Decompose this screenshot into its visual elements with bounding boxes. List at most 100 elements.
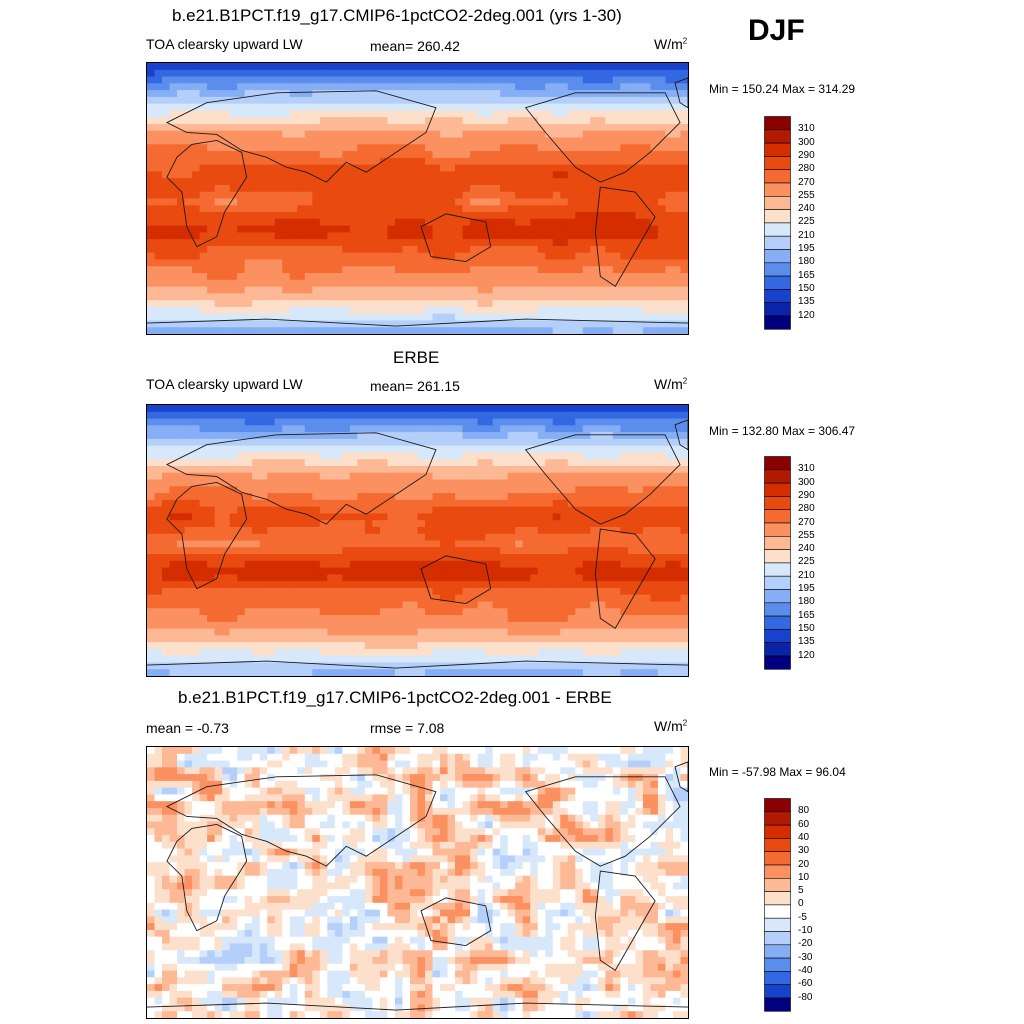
map-cell: [492, 554, 501, 562]
map-cell: [530, 130, 539, 139]
map-cell: [560, 178, 569, 186]
map-cell: [297, 69, 306, 78]
map-cell: [259, 418, 268, 426]
map-cell: [342, 198, 351, 206]
map-cell: [680, 554, 688, 562]
map-cell: [522, 479, 531, 487]
map-cell: [267, 212, 276, 220]
map-cell: [485, 327, 494, 334]
map-cell: [192, 445, 201, 454]
map-cell: [492, 306, 501, 315]
map-cell: [680, 63, 688, 71]
map-cell: [409, 96, 419, 105]
map-cell: [417, 96, 426, 105]
map-cell: [304, 259, 313, 267]
map-cell: [312, 205, 321, 213]
map-cell: [177, 472, 186, 481]
map-cell: [590, 533, 599, 542]
map-cell: [214, 191, 223, 200]
map-cell: [462, 103, 471, 112]
map-cell: [229, 567, 238, 575]
map-cell: [500, 411, 509, 420]
map-cell: [500, 191, 509, 200]
map-cell: [229, 198, 238, 206]
map-cell: [252, 432, 261, 440]
map-cell: [327, 239, 336, 247]
map-cell: [440, 151, 449, 159]
map-cell: [455, 178, 464, 186]
map-cell: [184, 465, 193, 474]
map-cell: [597, 259, 606, 267]
map-cell: [672, 69, 682, 78]
map-cell: [575, 198, 584, 206]
map-cell: [274, 526, 283, 535]
map-cell: [650, 506, 659, 514]
map-cell: [432, 581, 441, 589]
map-cell: [560, 212, 569, 220]
map-cell: [162, 245, 171, 254]
map-cell: [597, 567, 606, 575]
map-cell: [154, 418, 163, 426]
map-cell: [522, 245, 531, 254]
map-cell: [657, 432, 667, 440]
map-cell: [500, 306, 509, 315]
map-cell: [500, 547, 509, 555]
map-cell: [590, 465, 599, 474]
map-cell: [515, 445, 524, 454]
map-cell: [199, 432, 208, 440]
map-cell: [612, 205, 621, 213]
map-cell: [154, 266, 163, 274]
map-cell: [440, 493, 449, 501]
map-cell: [394, 90, 404, 98]
map-cell: [177, 445, 186, 454]
map-cell: [635, 239, 644, 247]
map-cell: [154, 273, 163, 281]
map-cell: [635, 90, 644, 98]
map-cell: [327, 472, 336, 481]
map-cell: [560, 506, 569, 514]
map-cell: [304, 76, 313, 84]
map-cell: [252, 90, 261, 98]
map-cell: [229, 486, 238, 494]
map-cell: [500, 472, 509, 481]
map-cell: [462, 432, 471, 440]
map-cell: [207, 465, 216, 474]
map-cell: [349, 533, 358, 542]
map-cell: [432, 574, 441, 582]
map-cell: [237, 513, 246, 521]
map-cell: [372, 225, 381, 233]
map-cell: [492, 164, 501, 172]
map-cell: [492, 405, 501, 413]
map-cell: [244, 279, 253, 288]
map-cell: [672, 151, 682, 159]
colorbar-label: 135: [798, 296, 815, 308]
map-cell: [635, 513, 644, 521]
map-cell: [425, 418, 434, 426]
map-cell: [597, 581, 606, 589]
map-cell: [409, 581, 419, 589]
map-cell: [169, 123, 178, 132]
map-cell: [394, 63, 404, 71]
map-cell: [530, 506, 539, 514]
map-cell: [515, 581, 524, 589]
map-cell: [545, 327, 554, 334]
map-cell: [327, 157, 336, 166]
map-cell: [319, 445, 328, 454]
map-cell: [552, 212, 561, 220]
map-cell: [357, 103, 366, 112]
map-cell: [455, 479, 464, 487]
map-cell: [665, 212, 674, 220]
map-cell: [455, 547, 464, 555]
map-cell: [297, 533, 306, 542]
map-cell: [680, 493, 688, 501]
map-cell: [162, 320, 171, 328]
map-cell: [184, 574, 193, 582]
map-cell: [485, 445, 494, 454]
map-cell: [672, 239, 682, 247]
map-cell: [409, 103, 419, 112]
map-cell: [147, 252, 156, 261]
map-cell: [432, 232, 441, 240]
map-cell: [462, 560, 471, 569]
map-cell: [297, 493, 306, 501]
map-cell: [387, 164, 396, 172]
